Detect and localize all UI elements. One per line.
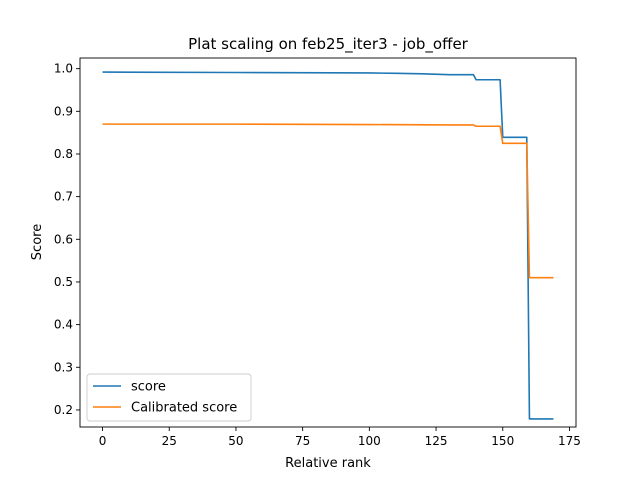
plot-background bbox=[80, 58, 576, 427]
plot-area bbox=[80, 58, 576, 427]
series-line-1 bbox=[102, 123, 554, 279]
y-tick-label-5: 0.7 bbox=[54, 190, 73, 204]
y-tick-label-2: 0.4 bbox=[54, 318, 73, 332]
y-axis-ticks: 0.2 0.3 0.4 0.5 0.6 0.7 0.8 0.9 1.0 bbox=[54, 62, 80, 417]
x-tick-label-1: 25 bbox=[162, 434, 177, 448]
y-tick-label-7: 0.9 bbox=[54, 104, 73, 118]
legend-box bbox=[86, 373, 252, 422]
x-tick-label-4: 100 bbox=[358, 434, 381, 448]
x-axis-ticks: 0 25 50 75 100 125 150 175 bbox=[99, 427, 581, 448]
y-tick-label-3: 0.5 bbox=[54, 275, 73, 289]
legend-label-1: Calibrated score bbox=[131, 401, 237, 416]
legend-label-0: score bbox=[131, 380, 166, 395]
x-tick-label-3: 75 bbox=[295, 434, 310, 448]
y-tick-label-4: 0.6 bbox=[54, 232, 73, 246]
x-tick-label-5: 125 bbox=[425, 434, 448, 448]
series-lines bbox=[102, 71, 554, 420]
x-tick-label-0: 0 bbox=[99, 434, 107, 448]
x-tick-label-2: 50 bbox=[228, 434, 243, 448]
legend: score Calibrated score bbox=[86, 373, 252, 422]
y-axis-label: Score bbox=[30, 224, 45, 260]
x-tick-label-6: 150 bbox=[491, 434, 514, 448]
y-tick-label-8: 1.0 bbox=[54, 62, 73, 76]
axes-border bbox=[79, 57, 577, 428]
y-tick-label-6: 0.8 bbox=[54, 147, 73, 161]
y-tick-label-0: 0.2 bbox=[54, 403, 73, 417]
x-tick-label-7: 175 bbox=[558, 434, 581, 448]
x-axis-label: Relative rank bbox=[285, 456, 371, 471]
axes-frame bbox=[79, 57, 577, 428]
series-line-0 bbox=[102, 71, 554, 420]
y-tick-label-1: 0.3 bbox=[54, 360, 73, 374]
chart-title: Plat scaling on feb25_iter3 - job_offer bbox=[188, 35, 469, 54]
